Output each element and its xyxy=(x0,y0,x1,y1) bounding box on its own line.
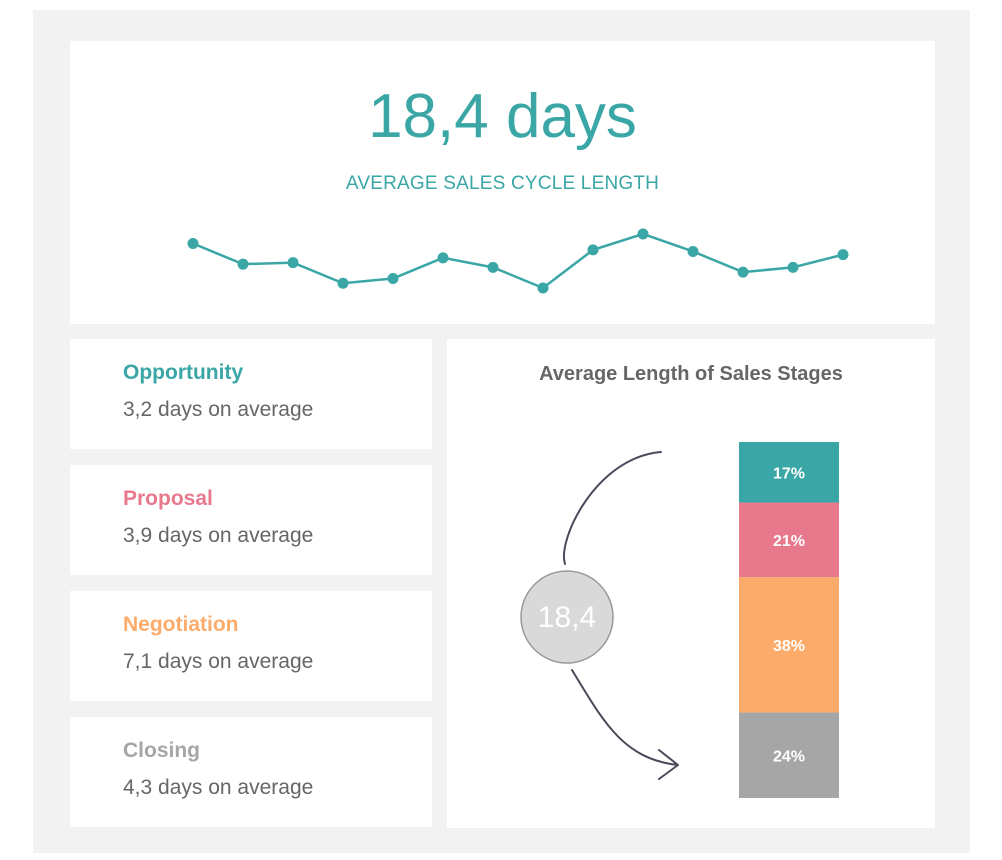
sparkline-point-11 xyxy=(687,245,699,257)
chart-title: Average Length of Sales Stages xyxy=(539,363,843,385)
sales-cycle-sparkline xyxy=(187,228,849,294)
sparkline-point-4 xyxy=(337,277,349,289)
stage-value-closing: 4,3 days on average xyxy=(123,776,314,799)
kpi-panel: 18,4 days AVERAGE SALES CYCLE LENGTH xyxy=(70,41,935,324)
dashboard: 18,4 days AVERAGE SALES CYCLE LENGTH Opp… xyxy=(33,10,970,853)
sparkline-point-5 xyxy=(387,272,399,284)
sparkline-point-9 xyxy=(587,244,599,256)
sparkline-point-6 xyxy=(437,252,449,264)
sparkline-point-7 xyxy=(487,261,499,273)
kpi-label: AVERAGE SALES CYCLE LENGTH xyxy=(345,173,660,194)
stage-title-negotiation: Negotiation xyxy=(123,613,239,636)
stage-value-proposal: 3,9 days on average xyxy=(123,524,314,547)
stack-segment-proposal xyxy=(739,502,839,578)
curved-arrow xyxy=(563,451,679,780)
total-circle xyxy=(520,570,614,664)
sparkline-point-2 xyxy=(237,258,249,270)
stack-label-closing: 24% xyxy=(773,748,805,765)
stage-value-negotiation: 7,1 days on average xyxy=(123,650,314,673)
stack-segment-opportunity xyxy=(739,442,839,503)
stage-title-proposal: Proposal xyxy=(123,487,213,510)
sparkline-point-3 xyxy=(287,257,299,269)
stack-label-opportunity: 17% xyxy=(773,465,805,482)
stack-segment-closing xyxy=(739,712,839,798)
sparkline-series-line xyxy=(192,232,844,290)
stage-chart-panel: 18,4 17% 21% 38% 24% Average Length of Sale… xyxy=(447,339,935,828)
stage-length-chart: 18,4 17% 21% 38% 24% xyxy=(520,442,839,798)
stage-title-closing: Closing xyxy=(123,739,200,762)
stage-card-closing: Closing 4,3 days on average xyxy=(70,717,432,827)
stack-segment-negotiation xyxy=(739,577,839,713)
stage-value-opportunity: 3,2 days on average xyxy=(123,398,314,421)
sparkline-point-8 xyxy=(537,282,549,294)
stage-card-negotiation: Negotiation 7,1 days on average xyxy=(70,591,432,701)
stage-card-opportunity: Opportunity 3,2 days on average xyxy=(70,339,432,449)
sparkline-point-13 xyxy=(787,261,799,273)
sparkline-point-1 xyxy=(187,238,199,250)
sparkline-point-14 xyxy=(837,249,849,261)
stage-card-proposal: Proposal 3,9 days on average xyxy=(70,465,432,575)
stack-label-proposal: 21% xyxy=(773,533,805,550)
total-circle-value: 18,4 xyxy=(538,601,596,634)
sparkline-point-12 xyxy=(737,266,749,278)
stack-label-negotiation: 38% xyxy=(773,638,805,655)
sparkline-point-10 xyxy=(637,228,649,240)
stage-title-opportunity: Opportunity xyxy=(123,361,244,384)
kpi-value: 18,4 days xyxy=(368,82,637,151)
